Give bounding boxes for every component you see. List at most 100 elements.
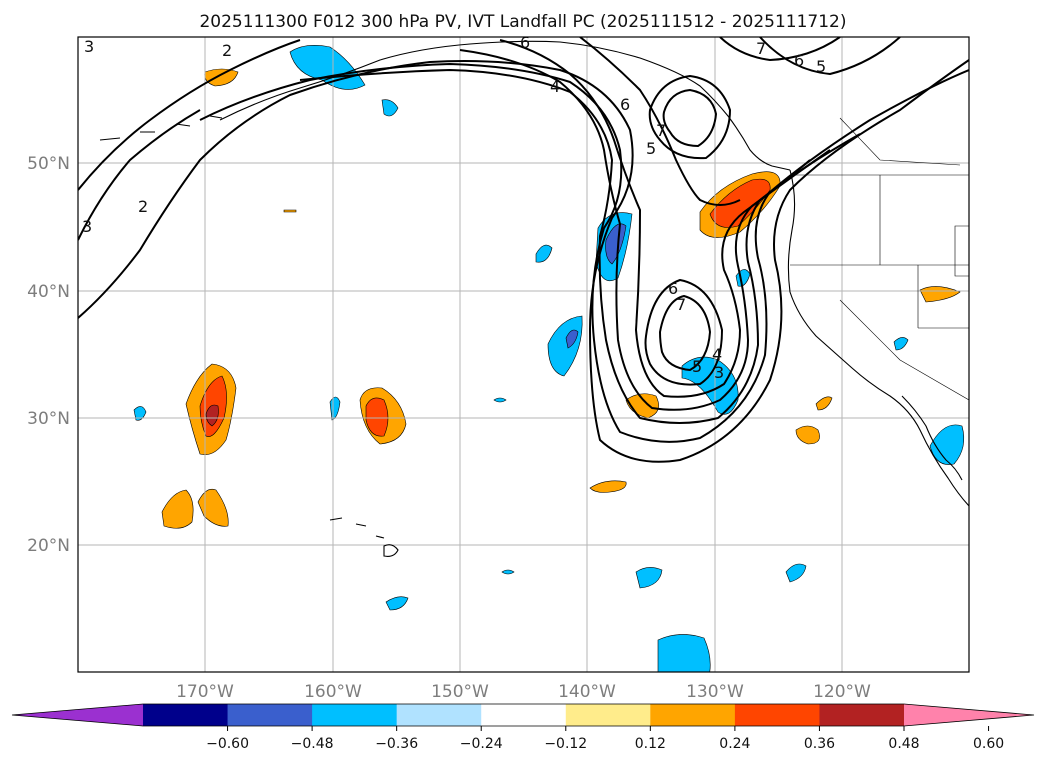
lon-label-130w: 130°W [686,682,744,702]
pos-region-e1 [795,425,820,445]
neg-region-mexico [929,424,965,465]
colorbar-outline [11,703,1035,727]
lon-labels: 170°W 160°W 150°W 140°W 130°W 120°W [176,682,871,702]
border-states-1 [790,175,969,329]
colorbar-tick-label: −0.48 [291,736,334,752]
neg-region-small2-core [565,329,579,349]
contour-label: 3 [714,363,724,382]
neg-region-hi1 [785,563,807,583]
pos-region-sw2 [197,488,229,527]
contour-label: 7 [676,295,686,314]
graticule [78,37,969,672]
colorbar-tick-label: 0.36 [804,736,835,752]
pv-shading [133,45,965,672]
border-states-2 [839,299,969,401]
lat-label-20n: 20°N [27,536,70,556]
coast-aleutians [99,115,223,141]
contour-label: 4 [550,77,560,96]
colorbar-box [819,704,905,726]
map-area: 2 3 2 3 4 5 6 7 6 5 6 7 6 7 5 4 3 [78,33,969,672]
pv-contour-ne-closed-2 [662,88,718,148]
pv-contour-5 [459,49,831,411]
contour-label: 7 [656,121,666,140]
colorbar-box [481,704,567,726]
contour-label: 4 [712,345,722,364]
contour-label: 3 [84,37,94,56]
border-canada-prov [839,117,961,166]
pv-contour-low-1 [644,278,724,386]
colorbar-extend-high [904,704,1034,726]
contour-label: 6 [794,51,804,70]
coast-baja [901,395,963,481]
colorbar-box [143,704,229,726]
pv-contour-2-outer [78,59,969,463]
neg-region-e4 [893,337,909,351]
coast-west-us [787,169,969,507]
contour-label: 5 [692,357,702,376]
pv-contour-ne-top-2 [759,37,901,76]
map-background [78,37,969,672]
lat-label-30n: 30°N [27,409,70,429]
contour-label: 5 [816,57,826,76]
lon-label-150w: 150°W [431,682,489,702]
lat-label-50n: 50°N [27,154,70,174]
pos-region-strip [589,480,627,493]
contour-label: 2 [222,41,232,60]
colorbar-extend-low [12,704,143,726]
pv-contour-7 [579,37,741,206]
contour-label: 7 [756,39,766,58]
map-frame [77,36,970,673]
colorbar: −0.60 −0.48 −0.36 −0.24 −0.12 0.12 0.24 0.36 0.4… [11,703,1035,752]
neg-region-tiny2 [501,569,515,575]
colorbar-tick-label: 0.12 [635,736,666,752]
pv-contour-ne-closed [648,74,732,160]
border-states-3 [954,225,969,277]
contour-label: 2 [138,197,148,216]
contour-label: 5 [646,139,656,158]
neg-region-small1 [535,244,553,263]
neg-region-mid-west-core [605,223,627,265]
pos-region-sw1 [161,489,194,529]
colorbar-tick-label: 0.48 [888,736,919,752]
pos-region-landfall-core [709,178,771,228]
colorbar-box [227,704,313,726]
colorbar-tick-label: 0.24 [719,736,750,752]
pos-region-top [204,68,239,87]
lat-label-40n: 40°N [27,282,70,302]
pv-contour-4 [299,68,861,424]
pv-contours [78,37,969,463]
pos-region-e3 [919,286,961,303]
colorbar-box [650,704,736,726]
neg-region-hi3 [385,596,409,611]
neg-region-sm [381,99,399,117]
pv-contour-ne-top [719,37,841,62]
pv-contour-6 [499,39,811,398]
contour-labels: 2 3 2 3 4 5 6 7 6 5 6 7 6 7 5 4 3 [82,33,826,382]
colorbar-box [312,704,398,726]
colorbar-tick-label: 0.60 [973,736,1004,752]
contour-label: 6 [620,95,630,114]
neg-region-dot1 [133,406,147,421]
contour-label: 6 [668,279,678,298]
pos-region-e2 [815,396,833,411]
lat-labels: 50°N 40°N 30°N 20°N [27,154,70,556]
colorbar-box [396,704,482,726]
neg-region-hi2 [635,567,663,589]
colorbar-tick-label: −0.12 [544,736,587,752]
lon-label-170w: 170°W [176,682,234,702]
lon-label-140w: 140°W [558,682,616,702]
colorbar-tick-label: −0.24 [460,736,503,752]
neg-region-tiny [493,397,507,403]
figure-title: 2025111300 F012 300 hPa PV, IVT Landfall… [199,12,846,32]
pv-contour-low-2 [658,294,712,372]
lon-label-120w: 120°W [813,682,871,702]
colorbar-box [734,704,820,726]
political-borders [790,117,969,401]
pos-region-mid-core [365,397,389,437]
pv-contour-2-west [78,39,301,191]
contour-label: 6 [520,33,530,52]
pv-contour-3-west [78,109,201,241]
pos-region-tiny [283,209,297,213]
neg-region-bottom [657,634,711,672]
